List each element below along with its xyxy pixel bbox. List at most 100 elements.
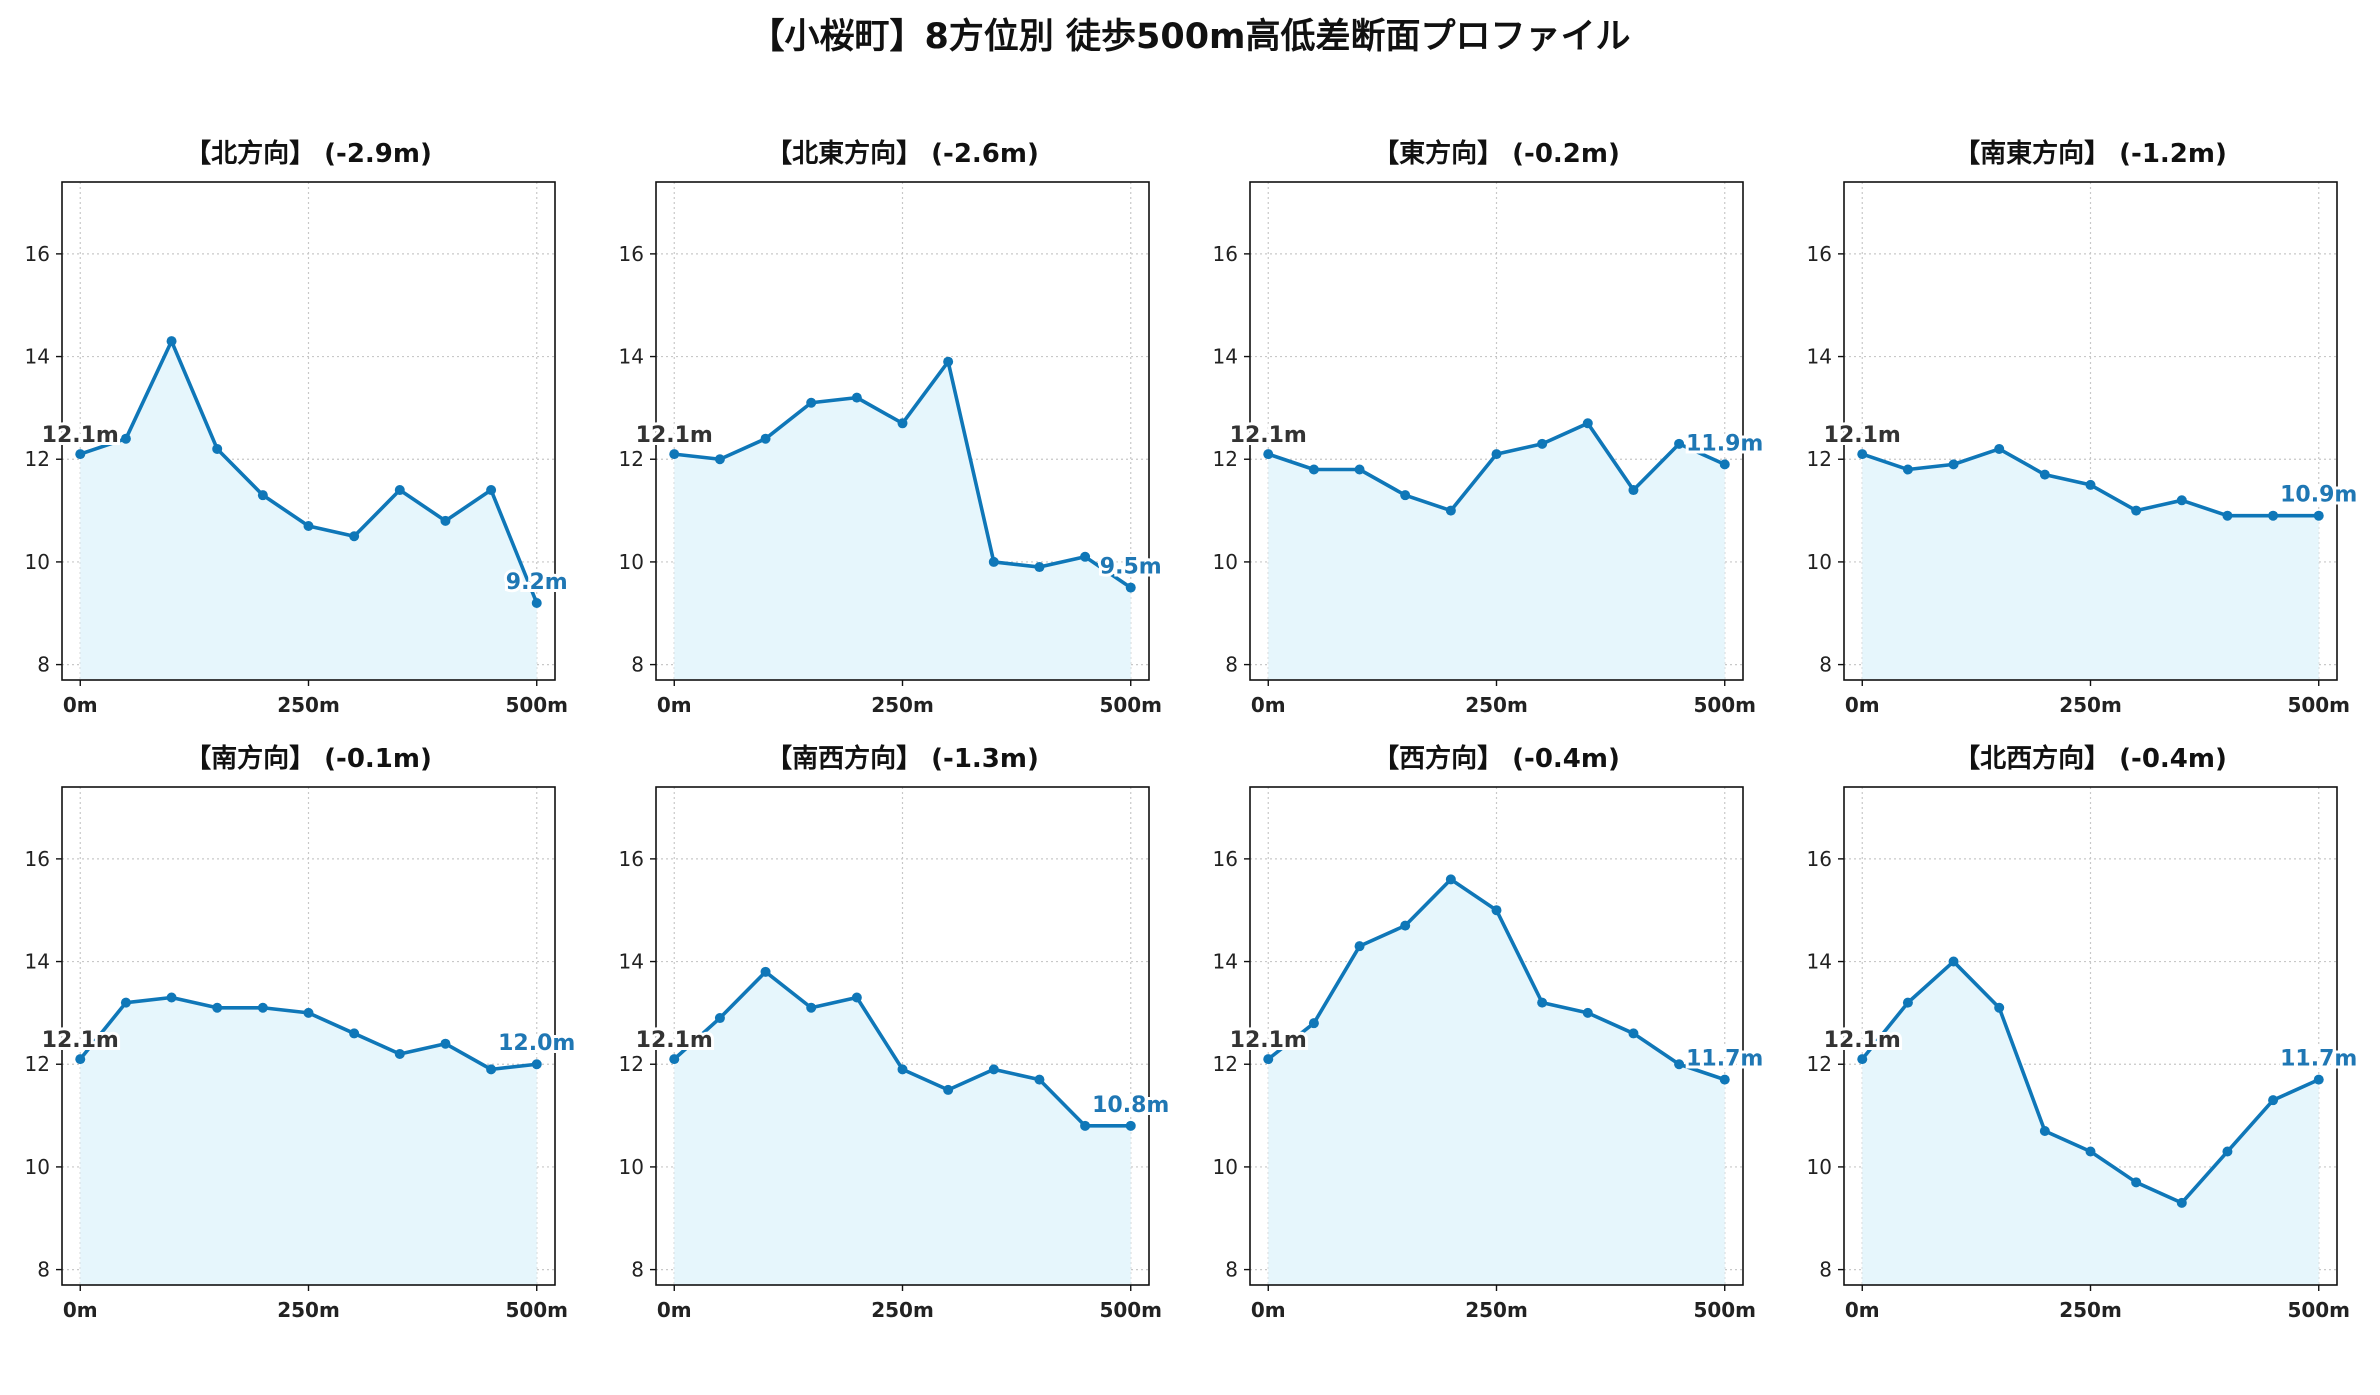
data-point (2176, 495, 2187, 506)
data-point (1902, 464, 1913, 475)
y-tick-label: 14 (1213, 345, 1238, 369)
x-tick-label: 0m (63, 1298, 98, 1322)
data-point (714, 454, 725, 465)
data-point (2085, 479, 2096, 490)
data-point (1491, 449, 1502, 460)
x-tick-label: 250m (871, 1298, 934, 1322)
data-point (349, 531, 360, 542)
data-point (120, 997, 131, 1008)
y-tick-label: 16 (25, 242, 50, 266)
data-point (1491, 905, 1502, 916)
panel-title: 【北方向】 (-2.9m) (185, 138, 432, 169)
data-point (1628, 485, 1639, 496)
x-tick-label: 250m (2059, 1298, 2122, 1322)
elevation-area (674, 971, 1131, 1285)
data-point (212, 443, 223, 454)
data-point (1857, 1054, 1868, 1065)
data-point (988, 556, 999, 567)
y-tick-label: 10 (1807, 550, 1832, 574)
data-point (75, 449, 86, 460)
y-tick-label: 16 (619, 242, 644, 266)
data-point (303, 520, 314, 531)
y-tick-label: 14 (1213, 950, 1238, 974)
elevation-area (1862, 448, 2319, 680)
chart-svg: 【東方向】 (-0.2m) 8 10 12 14 16 0m 250m 500m 12.1m 11.… (1213, 138, 1767, 717)
y-tick-label: 10 (1807, 1155, 1832, 1179)
data-point (1857, 449, 1868, 460)
x-tick-label: 500m (505, 1298, 568, 1322)
chart-panel-2: 【東方向】 (-0.2m) 8 10 12 14 16 0m 250m 500m 12.1m 11.… (1188, 130, 1782, 790)
x-tick-label: 0m (1845, 1298, 1880, 1322)
data-point (2131, 505, 2142, 516)
data-point (212, 1002, 223, 1013)
chart-panel-7: 【北西方向】 (-0.4m) 8 10 12 14 16 0m 250m 500m 12.1m 11… (1782, 735, 2376, 1395)
start-elevation-label: 12.1m (1230, 423, 1307, 448)
start-elevation-label: 12.1m (1824, 1028, 1901, 1053)
data-point (2222, 1146, 2233, 1157)
x-tick-label: 0m (1845, 693, 1880, 717)
figure-title: 【小桜町】8方位別 徒歩500m高低差断面プロファイル (749, 17, 1631, 57)
data-point (1034, 1074, 1045, 1085)
data-point (1582, 418, 1593, 429)
elevation-area (80, 341, 537, 680)
x-tick-label: 0m (657, 1298, 692, 1322)
start-elevation-label: 12.1m (1230, 1028, 1307, 1053)
data-point (2313, 510, 2324, 521)
data-point (486, 1064, 497, 1075)
data-point (1628, 1028, 1639, 1039)
y-tick-label: 8 (631, 653, 644, 677)
chart-panel-5: 【南西方向】 (-1.3m) 8 10 12 14 16 0m 250m 500m 12.1m 10… (594, 735, 1188, 1395)
data-point (897, 418, 908, 429)
x-tick-label: 250m (277, 693, 340, 717)
y-tick-label: 10 (25, 1155, 50, 1179)
x-tick-label: 500m (505, 693, 568, 717)
data-point (1080, 1120, 1091, 1131)
end-elevation-label: 9.5m (1100, 555, 1162, 580)
y-tick-label: 12 (619, 1052, 644, 1076)
x-tick-label: 500m (2287, 693, 2350, 717)
panel-title: 【北西方向】 (-0.4m) (1954, 743, 2227, 774)
panel-title: 【西方向】 (-0.4m) (1373, 743, 1620, 774)
y-tick-label: 14 (1807, 950, 1832, 974)
panel-title: 【南東方向】 (-1.2m) (1954, 138, 2227, 169)
x-tick-label: 250m (1465, 693, 1528, 717)
data-point (2268, 1095, 2279, 1106)
data-point (1125, 1120, 1136, 1131)
y-tick-label: 12 (25, 1052, 50, 1076)
end-elevation-label: 11.7m (2280, 1047, 2357, 1072)
y-tick-label: 16 (619, 847, 644, 871)
start-elevation-label: 12.1m (636, 1028, 713, 1053)
data-point (1354, 941, 1365, 952)
y-tick-label: 8 (631, 1258, 644, 1282)
data-point (897, 1064, 908, 1075)
panel-title: 【南西方向】 (-1.3m) (766, 743, 1039, 774)
chart-svg: 【西方向】 (-0.4m) 8 10 12 14 16 0m 250m 500m 12.1m 11.… (1213, 743, 1767, 1322)
data-point (988, 1064, 999, 1075)
y-tick-label: 16 (25, 847, 50, 871)
y-tick-label: 10 (619, 1155, 644, 1179)
chart-panel-1: 【北東方向】 (-2.6m) 8 10 12 14 16 0m 250m 500m 12.1m 9.… (594, 130, 1188, 790)
chart-panel-0: 【北方向】 (-2.9m) 8 10 12 14 16 0m 250m 500m 12.1m 9.2… (0, 130, 594, 790)
x-tick-label: 500m (1693, 693, 1756, 717)
y-tick-label: 10 (619, 550, 644, 574)
y-tick-label: 16 (1213, 847, 1238, 871)
x-tick-label: 0m (1251, 693, 1286, 717)
x-tick-label: 0m (657, 693, 692, 717)
data-point (851, 992, 862, 1003)
y-tick-label: 12 (619, 447, 644, 471)
chart-svg: 【南方向】 (-0.1m) 8 10 12 14 16 0m 250m 500m 12.1m 12.… (25, 743, 579, 1322)
data-point (1400, 490, 1411, 501)
y-tick-label: 12 (1213, 447, 1238, 471)
data-point (1354, 464, 1365, 475)
start-elevation-label: 12.1m (42, 1028, 119, 1053)
y-tick-label: 8 (1225, 653, 1238, 677)
panel-title: 【南方向】 (-0.1m) (185, 743, 432, 774)
data-point (806, 397, 817, 408)
data-point (1948, 956, 1959, 967)
data-point (120, 433, 131, 444)
data-point (486, 485, 497, 496)
x-tick-label: 500m (1099, 1298, 1162, 1322)
x-tick-label: 0m (63, 693, 98, 717)
data-point (943, 1084, 954, 1095)
panel-title: 【東方向】 (-0.2m) (1373, 138, 1620, 169)
